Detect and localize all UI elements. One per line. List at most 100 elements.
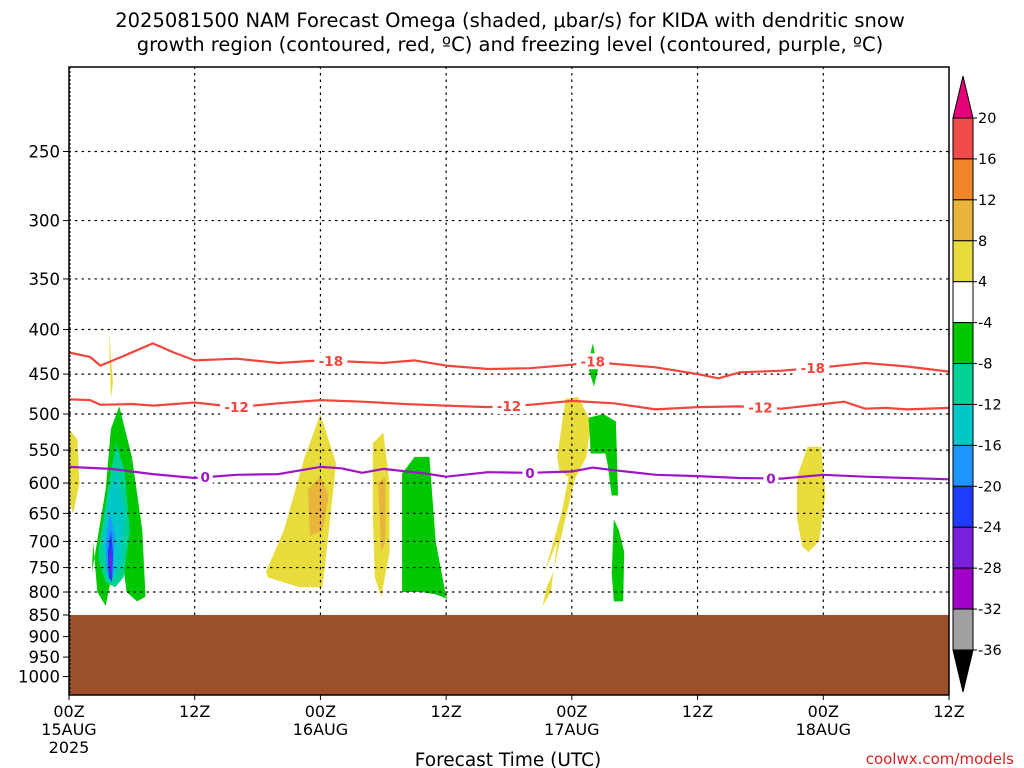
x-tick-time-1: 12Z xyxy=(179,702,210,721)
omega-shade-7 xyxy=(108,329,113,399)
y-tick-label-500: 500 xyxy=(29,405,61,424)
y-tick-label-700: 700 xyxy=(29,532,61,551)
colorbar-label-6: -8 xyxy=(978,357,992,373)
omega-shading-layer xyxy=(69,329,826,606)
x-tick-year-0: 2025 xyxy=(49,738,90,757)
contour-label-2-2: 0 xyxy=(766,471,775,487)
contour-label-1-0: -12 xyxy=(224,400,248,416)
colorbar-swatch-2 xyxy=(952,199,974,242)
chart-title-line-2: growth region (contoured, red, ºC) and f… xyxy=(137,33,884,56)
omega-shade-16 xyxy=(588,414,618,496)
contour-label-2-1: 0 xyxy=(525,466,534,482)
contour-label-bg-1-0 xyxy=(220,399,254,416)
colorbar-label-2: 12 xyxy=(978,193,996,209)
x-tick-time-0: 00Z xyxy=(53,702,84,721)
contour-label-bg-0-1 xyxy=(576,353,610,370)
colorbar-label-10: -24 xyxy=(978,520,1002,536)
y-axis-ticks: 250 300 350 400 450 500 550 600 650 700 750 800 850 9… xyxy=(18,143,69,687)
credit-text: coolwx.com/models xyxy=(866,750,1014,768)
omega-shade-11 xyxy=(378,476,386,553)
colorbar-label-8: -16 xyxy=(978,438,1002,454)
colorbar-top-arrow xyxy=(952,75,974,119)
colorbar-label-11: -28 xyxy=(978,561,1002,577)
y-tick-label-900: 900 xyxy=(29,628,61,647)
contour-layer: -18 -18 -18 -12 -12 -12 0 0 0 xyxy=(68,342,950,487)
x-tick-time-6: 00Z xyxy=(808,702,839,721)
contour-label-0-2: -18 xyxy=(801,361,825,377)
colorbar-label-13: -36 xyxy=(978,643,1002,659)
x-tick-date-6: 18AUG xyxy=(796,720,851,739)
contour-label-0-0: -18 xyxy=(319,354,343,370)
omega-shade-14 xyxy=(557,397,591,477)
y-tick-label-850: 850 xyxy=(29,606,61,625)
grid-lines xyxy=(68,66,950,616)
y-tick-label-1000: 1000 xyxy=(18,668,60,687)
colorbar-label-0: 20 xyxy=(978,111,996,127)
omega-shade-12 xyxy=(402,456,449,599)
colorbar-swatch-12 xyxy=(952,608,974,651)
colorbar-swatch-3 xyxy=(952,240,974,283)
x-tick-time-3: 12Z xyxy=(430,702,461,721)
x-tick-date-4: 17AUG xyxy=(544,720,599,739)
y-tick-label-300: 300 xyxy=(29,212,61,231)
omega-shade-9 xyxy=(307,476,329,536)
colorbar-swatch-5 xyxy=(952,322,974,365)
colorbar-label-5: -4 xyxy=(978,316,992,332)
x-axis-label: Forecast Time (UTC) xyxy=(415,750,601,768)
colorbar-swatch-8 xyxy=(952,444,974,487)
x-tick-time-7: 12Z xyxy=(933,702,964,721)
colorbar-label-4: 4 xyxy=(978,275,987,291)
y-tick-label-400: 400 xyxy=(29,321,61,340)
omega-shade-5 xyxy=(109,546,112,580)
x-tick-time-5: 12Z xyxy=(682,702,713,721)
colorbar: 20 16 12 8 4 -4 -8 -12 -16 -20 -24 -28 -32 -36 xyxy=(952,75,1002,693)
contour-label-bg-0-0 xyxy=(314,352,348,369)
plot-frame xyxy=(68,66,950,696)
y-tick-label-650: 650 xyxy=(29,504,61,523)
y-tick-label-750: 750 xyxy=(29,559,61,578)
omega-shade-8 xyxy=(266,414,337,588)
colorbar-swatch-9 xyxy=(952,485,974,528)
chart-title-line-1: 2025081500 NAM Forecast Omega (shaded, μ… xyxy=(115,9,905,32)
contour-line-0 xyxy=(68,342,950,380)
y-tick-label-550: 550 xyxy=(29,441,61,460)
colorbar-swatch-6 xyxy=(952,363,974,405)
contour-label-bg-2-0 xyxy=(197,469,213,486)
x-tick-date-2: 16AUG xyxy=(293,720,348,739)
colorbar-swatch-0 xyxy=(952,117,974,160)
contour-label-0-1: -18 xyxy=(581,354,605,370)
y-tick-label-600: 600 xyxy=(29,474,61,493)
contour-label-2-0: 0 xyxy=(200,470,209,486)
contour-label-bg-2-2 xyxy=(763,470,779,487)
x-tick-time-2: 00Z xyxy=(305,702,336,721)
plot-background xyxy=(69,67,949,695)
colorbar-label-1: 16 xyxy=(978,152,996,168)
x-tick-time-4: 00Z xyxy=(556,702,587,721)
below-ground-fill xyxy=(69,614,949,695)
omega-shade-18 xyxy=(797,446,826,553)
contour-label-1-1: -12 xyxy=(497,399,521,415)
y-tick-label-950: 950 xyxy=(29,648,61,667)
omega-shade-17 xyxy=(611,519,625,602)
colorbar-label-7: -12 xyxy=(978,397,1002,413)
colorbar-swatch-4 xyxy=(952,281,974,324)
contour-line-2 xyxy=(68,465,950,481)
y-tick-label-800: 800 xyxy=(29,583,61,602)
contour-label-bg-1-2 xyxy=(743,399,777,416)
contour-label-bg-1-1 xyxy=(492,397,526,414)
contour-label-bg-2-1 xyxy=(522,464,538,481)
contour-label-bg-0-2 xyxy=(796,360,830,377)
y-tick-label-250: 250 xyxy=(29,143,61,162)
y-tick-label-350: 350 xyxy=(29,270,61,289)
colorbar-label-12: -32 xyxy=(978,602,1002,618)
contour-label-1-2: -12 xyxy=(748,401,772,417)
colorbar-label-9: -20 xyxy=(978,479,1002,495)
plot-area: -18 -18 -18 -12 -12 -12 0 0 0 xyxy=(68,66,950,696)
y-tick-label-450: 450 xyxy=(29,365,61,384)
colorbar-swatch-11 xyxy=(952,567,974,610)
colorbar-swatch-10 xyxy=(952,526,974,569)
x-tick-date-0: 15AUG xyxy=(41,720,96,739)
colorbar-bottom-arrow xyxy=(952,649,974,693)
